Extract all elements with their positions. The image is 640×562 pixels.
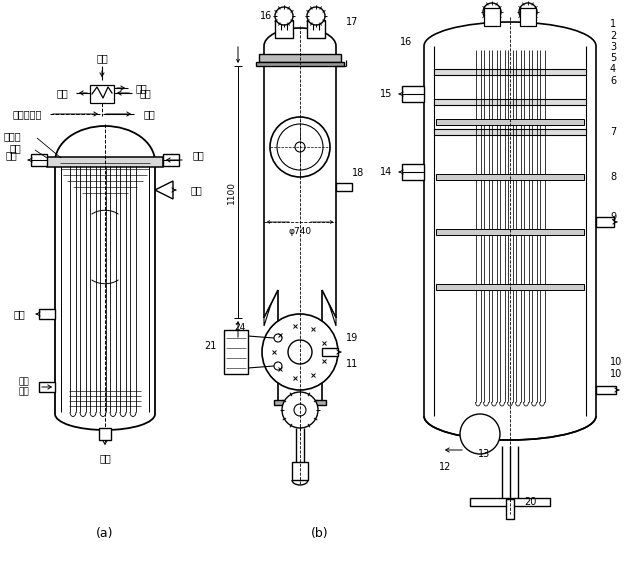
Bar [307, 20, 325, 38]
Text: 蒸汽: 蒸汽 [96, 53, 108, 63]
Bar [274, 400, 326, 405]
Text: (a): (a) [96, 528, 114, 541]
Bar [402, 164, 424, 180]
Text: 进水: 进水 [193, 150, 205, 160]
Text: 管板: 管板 [9, 143, 21, 153]
Bar [402, 86, 424, 102]
Bar [259, 54, 341, 62]
Bar [90, 85, 114, 103]
Circle shape [275, 7, 293, 25]
Text: 出水: 出水 [56, 88, 68, 98]
Text: 12: 12 [439, 462, 451, 472]
Text: 14: 14 [380, 167, 392, 177]
Text: 15: 15 [380, 89, 392, 99]
Bar [275, 20, 293, 38]
Text: 蒸汽: 蒸汽 [191, 185, 203, 195]
Circle shape [262, 314, 338, 390]
Polygon shape [264, 304, 271, 326]
Text: 空气: 空气 [136, 83, 148, 93]
Text: 2: 2 [610, 31, 616, 41]
Text: 16: 16 [400, 37, 412, 47]
Text: 20: 20 [524, 497, 536, 507]
Text: 17: 17 [346, 17, 358, 27]
Text: 13: 13 [477, 449, 490, 459]
Bar [436, 174, 584, 180]
Text: 1100: 1100 [227, 180, 236, 203]
Text: 16: 16 [260, 11, 272, 21]
Bar [436, 284, 584, 290]
Circle shape [274, 334, 282, 342]
Text: 3: 3 [610, 42, 616, 52]
Text: 上级
疏水: 上级 疏水 [19, 377, 29, 397]
Circle shape [307, 7, 325, 25]
Text: 18: 18 [352, 168, 364, 178]
Text: 5: 5 [610, 53, 616, 63]
Text: 11: 11 [346, 359, 358, 369]
Text: 上级疏水来: 上级疏水来 [13, 109, 42, 119]
Bar [31, 154, 47, 166]
Circle shape [277, 124, 323, 170]
Bar [436, 229, 584, 235]
Bar [596, 217, 614, 227]
Bar [39, 309, 55, 319]
Bar [484, 8, 500, 26]
Bar [39, 382, 55, 392]
Polygon shape [155, 181, 173, 199]
Bar [470, 498, 550, 506]
Text: 21: 21 [204, 341, 216, 351]
Text: 空气: 空气 [13, 309, 25, 319]
Circle shape [294, 404, 306, 416]
Circle shape [483, 3, 501, 21]
Text: 出水: 出水 [5, 150, 17, 160]
Polygon shape [329, 304, 336, 326]
Circle shape [519, 3, 537, 21]
Circle shape [270, 117, 330, 177]
Text: 10: 10 [610, 369, 622, 379]
Circle shape [282, 392, 318, 428]
Bar [99, 428, 111, 440]
Bar [47, 157, 163, 167]
Text: (b): (b) [311, 528, 329, 541]
Bar [256, 62, 344, 66]
Bar [336, 183, 352, 191]
Text: 19: 19 [346, 333, 358, 343]
Bar [434, 69, 586, 75]
Text: 8: 8 [610, 172, 616, 182]
Bar [322, 348, 338, 356]
Circle shape [295, 142, 305, 152]
Text: 24: 24 [234, 324, 246, 333]
Text: 疏水: 疏水 [99, 453, 111, 463]
Bar [506, 499, 514, 519]
Text: φ740: φ740 [289, 226, 312, 235]
Text: 疏水: 疏水 [144, 109, 156, 119]
Bar [163, 154, 179, 166]
Bar [436, 119, 584, 125]
Bar [520, 8, 536, 26]
Bar [434, 99, 586, 105]
Text: 4: 4 [610, 64, 616, 74]
Text: 6: 6 [610, 76, 616, 86]
Bar [596, 386, 616, 394]
Text: 1: 1 [610, 19, 616, 29]
Bar [434, 129, 586, 135]
Text: 10: 10 [610, 357, 622, 367]
Bar [292, 462, 308, 480]
Text: 7: 7 [610, 127, 616, 137]
Circle shape [288, 340, 312, 364]
Circle shape [460, 414, 500, 454]
Circle shape [274, 362, 282, 370]
Text: 进水: 进水 [140, 88, 152, 98]
Text: 导流板: 导流板 [3, 131, 21, 141]
Bar [224, 330, 248, 374]
Text: 9: 9 [610, 212, 616, 222]
